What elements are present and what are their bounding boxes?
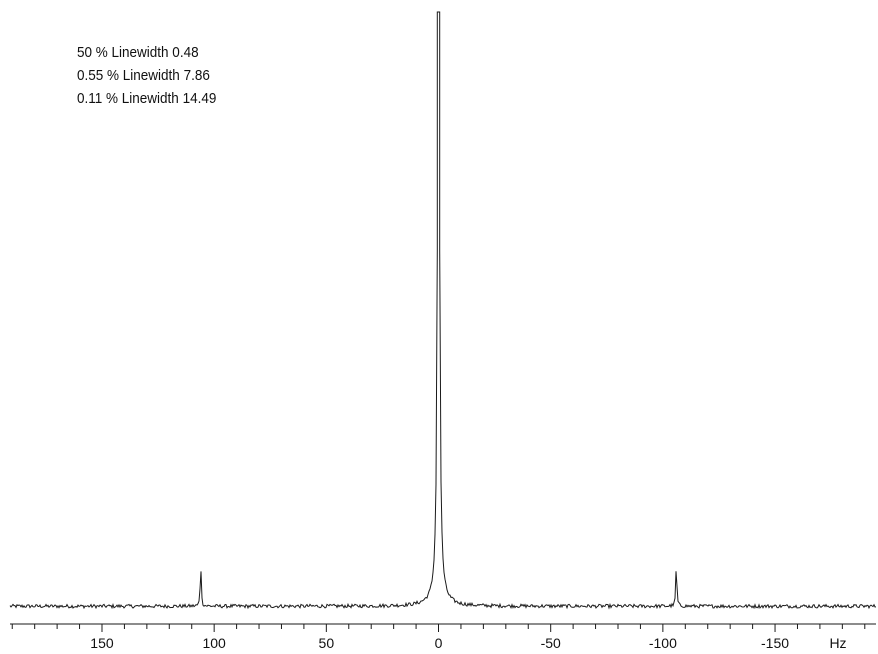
x-tick-label: 150	[90, 635, 114, 651]
x-tick-label: 100	[202, 635, 226, 651]
x-axis-ticks	[11, 624, 866, 632]
x-tick-label: -150	[761, 635, 789, 651]
spectrum-line	[9, 11, 877, 610]
annotation-linewidth-50: 50 % Linewidth 0.48	[77, 44, 199, 61]
x-tick-label: 0	[435, 635, 443, 651]
x-tick-label: -50	[541, 635, 561, 651]
annotation-linewidth-011: 0.11 % Linewidth 14.49	[77, 90, 217, 107]
x-axis-unit-label: Hz	[829, 635, 846, 651]
x-tick-label: 50	[319, 635, 335, 651]
x-axis-tick-labels: 150 100 50 0 -50 -100 -150	[90, 635, 789, 651]
x-tick-label: -100	[649, 635, 677, 651]
annotation-linewidth-055: 0.55 % Linewidth 7.86	[77, 67, 210, 84]
